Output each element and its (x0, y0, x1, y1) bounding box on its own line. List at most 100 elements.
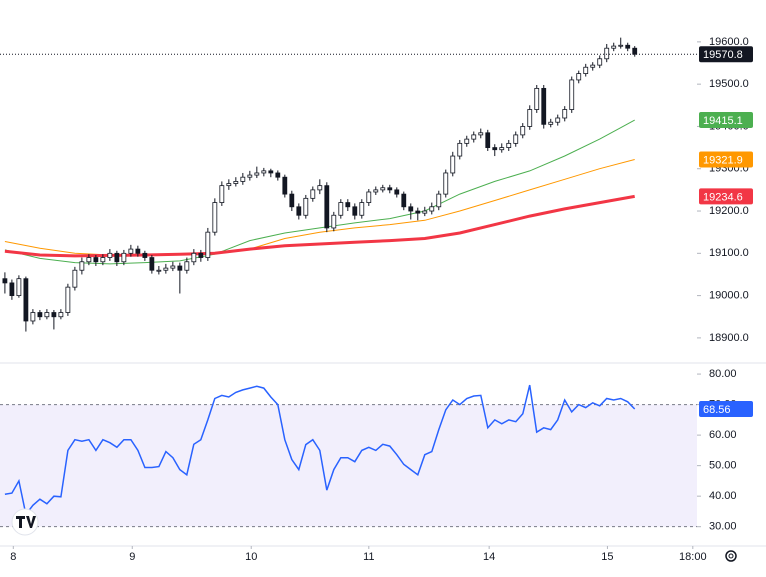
candle-body (541, 87, 547, 125)
candle-body (303, 197, 309, 216)
candle-body (233, 181, 239, 184)
y-tick-label: 40.00 (709, 490, 737, 502)
candle-body (79, 261, 85, 271)
candle-body (86, 257, 92, 263)
price-label: 19321.9 (703, 154, 743, 166)
candle-body (142, 252, 148, 258)
candle-body (394, 189, 400, 195)
y-tick-label: 19100.0 (709, 247, 749, 259)
candle-body (310, 189, 316, 199)
y-tick-label: 30.00 (709, 521, 737, 533)
candle-body (177, 265, 183, 271)
y-tick-label: 19000.0 (709, 290, 749, 302)
candle-body (163, 267, 169, 271)
y-tick-label: 80.00 (709, 368, 737, 380)
candle-body (30, 312, 36, 322)
candle-body (128, 248, 134, 254)
candle-body (240, 176, 246, 182)
candle-body (548, 121, 554, 125)
candle-body (555, 117, 561, 123)
candle-body (247, 174, 253, 178)
candle-body (464, 138, 470, 144)
candle-body (429, 206, 435, 212)
candle-body (51, 312, 57, 318)
candle-body (212, 202, 218, 233)
candle-body (422, 210, 428, 214)
candle-body (289, 193, 295, 208)
price-label-box (699, 188, 753, 205)
candle-body (23, 278, 29, 322)
candle-body (471, 134, 477, 140)
candle-body (2, 278, 8, 284)
candle-body (583, 66, 589, 74)
candle-body (44, 312, 50, 318)
candle-body (359, 202, 365, 216)
candle-body (254, 172, 260, 176)
candle-body (100, 257, 106, 263)
candle-body (352, 206, 358, 216)
x-tick-label: 18:00 (679, 551, 707, 563)
price-label-box (699, 112, 753, 129)
candle-body (569, 79, 575, 110)
y-tick-label: 19500.0 (709, 78, 749, 90)
candle-body (632, 47, 638, 55)
y-tick-label: 19600.0 (709, 36, 749, 48)
price-label: 19570.8 (703, 49, 743, 61)
candle-body (415, 210, 421, 214)
candle-body (261, 170, 267, 174)
candle-body (219, 185, 225, 203)
candle-body (338, 202, 344, 216)
candle-body (275, 172, 281, 178)
candle-body (16, 278, 22, 297)
candle-body (198, 252, 204, 258)
candle-body (478, 132, 484, 136)
candle-body (107, 252, 113, 258)
candle-body (268, 170, 274, 174)
candle-body (331, 214, 337, 229)
candle-body (625, 44, 631, 49)
candle-body (457, 142, 463, 157)
candle-body (65, 286, 71, 313)
candle-body (527, 109, 533, 127)
candle-body (590, 64, 596, 68)
candle-body (37, 312, 43, 318)
candle-body (485, 132, 491, 148)
price-label: 19234.6 (703, 191, 743, 203)
candle-body (520, 126, 526, 136)
candle-body (296, 206, 302, 216)
x-tick-label: 10 (245, 551, 257, 563)
candle-body (191, 252, 197, 263)
candle-body (443, 172, 449, 195)
price-label-box (699, 400, 753, 417)
x-tick-label: 14 (483, 551, 495, 563)
candle-body (345, 202, 351, 208)
candle-body (184, 261, 190, 271)
candle-body (380, 187, 386, 191)
candle-body (324, 185, 330, 229)
candle-body (282, 176, 288, 195)
candle-body (408, 206, 414, 212)
candle-body (373, 189, 379, 193)
candle-body (499, 147, 505, 151)
candle-body (114, 252, 120, 263)
candle-body (604, 47, 610, 60)
candle-body (562, 109, 568, 119)
candle-body (135, 248, 141, 254)
candle-body (506, 142, 512, 148)
candle-body (156, 269, 162, 272)
y-tick-label: 19200.0 (709, 205, 749, 217)
candle-body (436, 193, 442, 208)
tradingview-logo (11, 508, 39, 536)
candle-body (170, 265, 176, 269)
candle-body (317, 185, 323, 191)
candle-body (492, 147, 498, 151)
candle-body (611, 45, 617, 49)
candle-body (576, 73, 582, 81)
candle-body (387, 187, 393, 191)
settings-gear[interactable] (725, 550, 737, 562)
candle-body (534, 87, 540, 110)
price-label-box (699, 46, 753, 63)
y-tick-label: 60.00 (709, 429, 737, 441)
candle-body (226, 183, 232, 187)
